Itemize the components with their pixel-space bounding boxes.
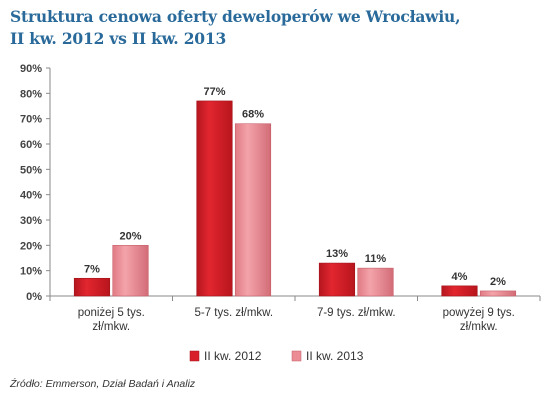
bar [234, 123, 272, 297]
y-tick-label: 60% [20, 139, 42, 151]
x-tick-label: zł/mkw. [460, 321, 498, 333]
y-tick-label: 10% [20, 266, 42, 278]
legend: II kw. 2012 II kw. 2013 [189, 349, 364, 363]
y-tick-label: 20% [20, 240, 42, 252]
y-tick-label: 40% [20, 190, 42, 202]
x-tick-label: 5-7 tys. zł/mkw. [194, 307, 273, 319]
x-tick-label: 7-9 tys. zł/mkw. [317, 307, 396, 319]
axes: 0% 10% 20% 30% 40% 50% 60% 70% 80% 90% poniżej 5 t… [20, 63, 541, 333]
x-tick-label: powyżej 9 tys. [443, 307, 515, 319]
data-label: 11% [365, 253, 387, 265]
data-labels: 7% 20% 77% 68% 13% 11% 4% 2% [84, 86, 506, 288]
legend-label: II kw. 2013 [306, 349, 364, 363]
y-tick-label: 90% [20, 63, 42, 75]
legend-swatch [291, 350, 302, 362]
chart-title-line-1: Struktura cenowa oferty deweloperów we W… [10, 7, 461, 26]
x-tick-label: zł/mkw. [92, 321, 130, 333]
data-label: 68% [242, 109, 264, 121]
bar [112, 245, 149, 297]
chart-title-line-2: II kw. 2012 vs II kw. 2013 [10, 29, 227, 48]
bar [357, 267, 394, 297]
data-label: 13% [326, 248, 348, 260]
y-tick-label: 70% [20, 114, 42, 126]
y-tick-label: 50% [20, 164, 42, 176]
y-tick-label: 80% [20, 88, 42, 100]
source-note: Źródło: Emmerson, Dział Badań i Analiz [10, 378, 196, 390]
y-tick-label: 30% [20, 215, 42, 227]
bar [479, 290, 517, 297]
data-label: 77% [203, 86, 225, 98]
data-label: 20% [119, 230, 141, 242]
legend-label: II kw. 2012 [204, 349, 262, 363]
bar [441, 285, 478, 297]
data-label: 4% [452, 271, 468, 283]
data-label: 2% [490, 276, 506, 288]
data-label: 7% [84, 263, 100, 275]
y-tick-label: 0% [26, 291, 42, 303]
bar [318, 262, 356, 297]
bar [73, 277, 111, 297]
x-tick-label: poniżej 5 tys. [78, 307, 145, 319]
bar [196, 100, 233, 297]
legend-swatch [189, 350, 200, 362]
bars [73, 100, 517, 297]
